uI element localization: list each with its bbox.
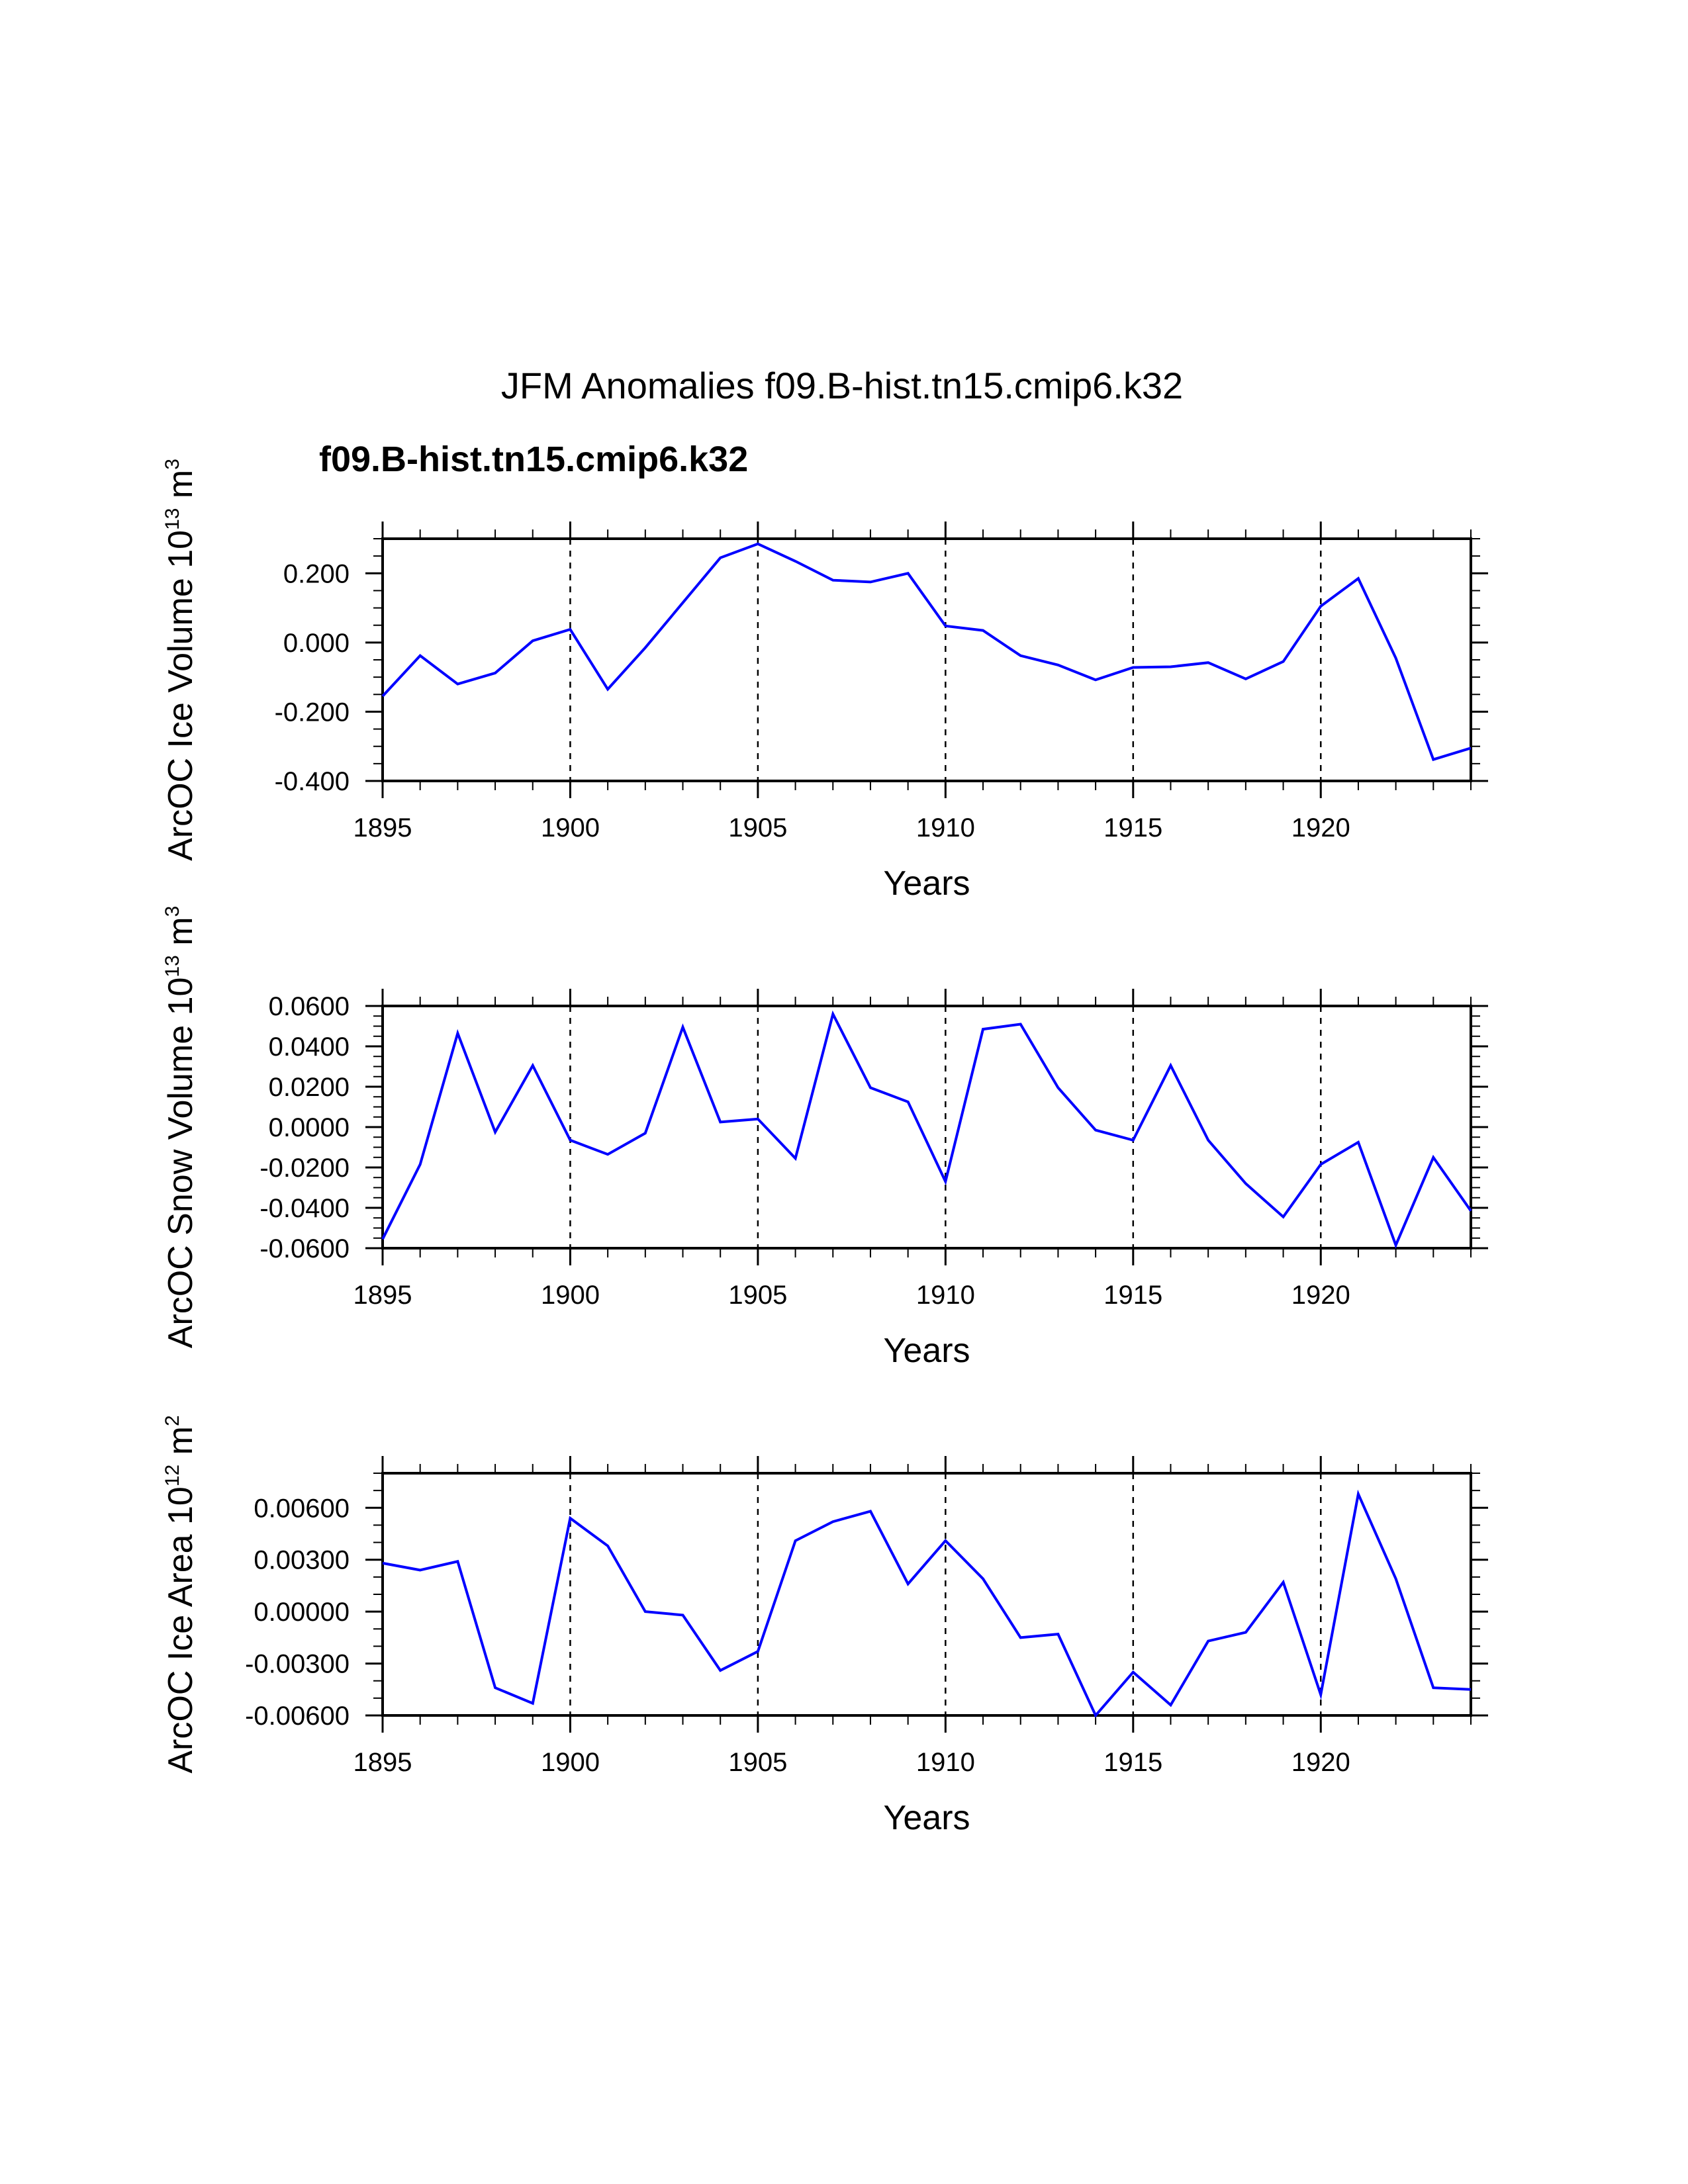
y-axis-label-part: ArcOC Ice Volume 10 — [162, 530, 200, 861]
y-tick-label: -0.0400 — [259, 1194, 350, 1223]
y-tick-label: 0.0600 — [269, 992, 350, 1021]
x-tick-label: 1905 — [728, 1748, 787, 1777]
y-tick-label: 0.00300 — [254, 1546, 350, 1575]
plot-frame — [381, 1472, 1472, 1717]
y-tick-label: -0.0200 — [259, 1154, 350, 1183]
x-tick-label: 1915 — [1103, 1281, 1162, 1310]
y-tick-label: 0.00600 — [254, 1494, 350, 1523]
y-axis-label-part: 12 — [162, 1465, 183, 1486]
y-tick-label: -0.0600 — [259, 1234, 350, 1263]
y-tick-label: 0.00000 — [254, 1598, 350, 1627]
series-line — [381, 542, 1472, 762]
legend-label: f09.B-hist.tn15.cmip6.k32 — [319, 439, 748, 479]
chart-panel-1: 1895 1900 1905 1910 1915 1920 Years -0.400 -0.20… — [162, 459, 1488, 903]
y-axis-label: ArcOC Ice Volume 1013 m3 — [162, 459, 200, 861]
y-axis-label-part: 3 — [162, 459, 183, 470]
figure-title: JFM Anomalies f09.B-hist.tn15.cmip6.k32 — [501, 365, 1183, 406]
y-tick-label: 0.0400 — [269, 1032, 350, 1062]
x-tick-label: 1900 — [541, 1748, 600, 1777]
y-tick-label: 0.0000 — [269, 1113, 350, 1142]
plot-frame — [381, 537, 1472, 782]
series-line — [382, 1489, 1472, 1718]
panels-group: 1895 1900 1905 1910 1915 1920 Years -0.400 -0.20… — [162, 459, 1488, 1837]
y-tick-label: -0.00600 — [245, 1702, 350, 1731]
x-tick-label: 1910 — [916, 1748, 975, 1777]
x-tick-label: 1900 — [541, 1281, 600, 1310]
x-tick-label: 1895 — [353, 1748, 412, 1777]
x-tick-label: 1905 — [728, 813, 787, 842]
chart-panel-3: 1895 1900 1905 1910 1915 1920 Years -0.00600 -0.… — [162, 1415, 1488, 1837]
y-axis-label-part: ArcOC Snow Volume 10 — [162, 978, 200, 1349]
plot-frame — [381, 1005, 1472, 1250]
y-axis-label-part: 2 — [162, 1415, 183, 1426]
x-tick-label: 1920 — [1291, 1748, 1350, 1777]
y-axis-label-part: m — [162, 917, 200, 955]
y-axis-label: ArcOC Ice Area 1012 m2 — [162, 1415, 200, 1773]
y-tick-label: 0.200 — [283, 559, 350, 588]
x-tick-label: 1910 — [916, 813, 975, 842]
x-tick-label: 1920 — [1291, 813, 1350, 842]
y-axis-label-part: 13 — [162, 955, 183, 977]
y-axis-label-part: 3 — [162, 906, 183, 917]
x-tick-label: 1900 — [541, 813, 600, 842]
x-tick-label: 1915 — [1103, 1748, 1162, 1777]
x-axis-label: Years — [883, 1799, 970, 1837]
x-tick-label: 1920 — [1291, 1281, 1350, 1310]
y-axis-label-part: 13 — [162, 508, 183, 530]
x-axis-label: Years — [883, 1332, 970, 1370]
x-tick-label: 1915 — [1103, 813, 1162, 842]
x-tick-label: 1895 — [353, 813, 412, 842]
chart-panel-2: 1895 1900 1905 1910 1915 1920 Years -0.0600 -0.0… — [162, 906, 1488, 1370]
y-tick-label: 0.000 — [283, 629, 350, 658]
x-tick-label: 1895 — [353, 1281, 412, 1310]
x-tick-label: 1910 — [916, 1281, 975, 1310]
y-tick-label: -0.00300 — [245, 1650, 350, 1679]
y-tick-label: 0.0200 — [269, 1073, 350, 1102]
y-tick-label: -0.200 — [275, 698, 350, 727]
y-axis-label-part: m — [162, 1426, 200, 1465]
series-line — [381, 1010, 1472, 1249]
x-tick-label: 1905 — [728, 1281, 787, 1310]
y-axis-label-part: ArcOC Ice Area 10 — [162, 1486, 200, 1774]
y-axis-label-part: m — [162, 470, 200, 508]
y-axis-label: ArcOC Snow Volume 1013 m3 — [162, 906, 200, 1349]
x-axis-label: Years — [883, 864, 970, 903]
y-tick-label: -0.400 — [275, 767, 350, 796]
